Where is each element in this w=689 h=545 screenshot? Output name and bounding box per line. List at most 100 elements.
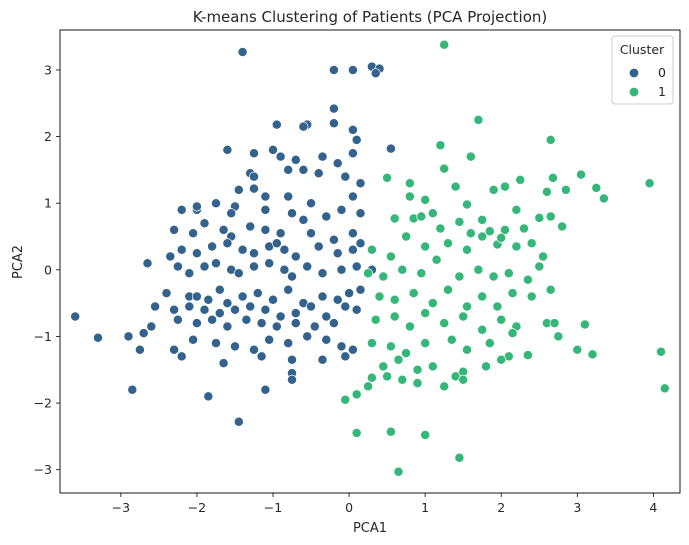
- point-cluster-0-48: [199, 218, 210, 229]
- point-cluster-0-14: [347, 148, 358, 159]
- point-cluster-0-26: [313, 168, 324, 179]
- point-cluster-1-78: [496, 314, 507, 325]
- point-cluster-0-93: [214, 284, 225, 295]
- point-cluster-0-104: [150, 301, 161, 312]
- point-cluster-1-15: [576, 169, 587, 180]
- point-cluster-1-23: [477, 214, 488, 225]
- point-cluster-1-32: [465, 228, 476, 239]
- point-cluster-1-113: [351, 428, 362, 438]
- point-cluster-1-76: [458, 311, 469, 322]
- point-cluster-0-15: [222, 144, 233, 155]
- point-cluster-0-54: [298, 214, 309, 225]
- point-cluster-0-53: [275, 228, 286, 239]
- point-cluster-0-98: [283, 284, 294, 295]
- point-cluster-1-12: [541, 186, 552, 197]
- point-cluster-1-55: [473, 264, 484, 275]
- point-cluster-1-54: [454, 271, 465, 282]
- point-cluster-1-96: [378, 361, 389, 372]
- point-cluster-1-95: [587, 349, 598, 360]
- point-cluster-0-114: [306, 301, 316, 312]
- point-cluster-0-143: [336, 341, 347, 352]
- point-cluster-0-27: [340, 171, 351, 182]
- point-cluster-0-145: [176, 351, 187, 362]
- point-cluster-1-5: [382, 172, 393, 183]
- point-cluster-0-137: [230, 341, 240, 352]
- point-cluster-0-68: [290, 251, 301, 262]
- point-cluster-0-11: [347, 124, 358, 135]
- point-cluster-1-10: [500, 181, 510, 192]
- point-cluster-0-38: [191, 201, 202, 212]
- y-tick-label-4: 1: [44, 196, 52, 211]
- point-cluster-0-100: [317, 291, 328, 302]
- point-cluster-1-46: [511, 241, 522, 252]
- point-cluster-1-56: [488, 271, 499, 282]
- point-cluster-1-89: [462, 344, 472, 355]
- x-tick-label-2: −1: [264, 500, 282, 515]
- x-tick-label-4: 1: [421, 500, 429, 515]
- point-cluster-0-119: [93, 332, 103, 343]
- point-cluster-0-79: [233, 268, 244, 279]
- point-cluster-1-111: [351, 389, 362, 400]
- point-cluster-1-34: [500, 224, 510, 235]
- point-cluster-1-112: [363, 381, 374, 392]
- point-cluster-0-148: [287, 354, 297, 365]
- point-cluster-0-83: [287, 271, 297, 282]
- point-cluster-1-110: [340, 394, 351, 405]
- point-cluster-1-30: [435, 223, 446, 234]
- point-cluster-1-82: [579, 319, 590, 330]
- point-cluster-0-49: [218, 224, 229, 235]
- point-cluster-0-141: [302, 331, 313, 342]
- point-cluster-1-42: [462, 244, 472, 255]
- point-cluster-0-132: [328, 318, 339, 329]
- point-cluster-1-3: [435, 140, 446, 151]
- point-cluster-0-2: [328, 65, 339, 75]
- point-cluster-1-71: [370, 314, 381, 325]
- x-axis-label: PCA1: [353, 521, 387, 536]
- point-cluster-0-60: [191, 248, 202, 259]
- point-cluster-0-64: [249, 248, 259, 259]
- legend-marker-1: [628, 86, 640, 98]
- point-cluster-1-73: [404, 321, 415, 332]
- y-axis-label: PCA2: [11, 245, 26, 279]
- point-cluster-1-13: [548, 172, 558, 183]
- point-cluster-0-72: [355, 238, 366, 249]
- point-cluster-1-18: [598, 193, 609, 204]
- plot-area: [60, 30, 680, 493]
- chart-title: K-means Clustering of Patients (PCA Proj…: [193, 8, 547, 26]
- point-cluster-1-84: [366, 338, 377, 349]
- point-cluster-0-57: [347, 228, 358, 239]
- point-cluster-1-39: [401, 231, 412, 242]
- point-cluster-1-64: [443, 284, 453, 295]
- point-cluster-0-10: [328, 118, 339, 129]
- point-cluster-0-66: [271, 238, 282, 249]
- y-tick-label-5: 2: [44, 129, 52, 144]
- point-cluster-0-74: [172, 261, 183, 272]
- point-cluster-0-108: [214, 308, 225, 319]
- point-cluster-0-56: [328, 234, 339, 245]
- legend-marker-0: [628, 67, 640, 79]
- point-cluster-0-13: [385, 143, 396, 154]
- point-cluster-1-77: [477, 324, 488, 335]
- point-cluster-0-29: [347, 191, 358, 202]
- point-cluster-1-98: [412, 364, 423, 375]
- point-cluster-0-128: [256, 318, 267, 329]
- point-cluster-0-41: [260, 204, 271, 215]
- point-cluster-1-74: [420, 308, 431, 319]
- point-cluster-0-42: [287, 208, 297, 219]
- point-cluster-1-16: [591, 182, 602, 193]
- point-cluster-0-16: [249, 148, 259, 159]
- point-cluster-0-151: [127, 384, 138, 395]
- point-cluster-0-131: [309, 321, 320, 332]
- point-cluster-0-102: [344, 288, 355, 299]
- point-cluster-1-117: [393, 466, 404, 477]
- point-cluster-0-67: [279, 244, 290, 255]
- point-cluster-0-85: [317, 268, 328, 279]
- point-cluster-1-19: [404, 191, 415, 202]
- point-cluster-0-155: [287, 374, 297, 385]
- point-cluster-1-41: [443, 238, 453, 249]
- point-cluster-1-87: [420, 338, 431, 349]
- plot-frame: [59, 29, 681, 494]
- point-cluster-1-63: [427, 298, 438, 309]
- point-cluster-0-125: [207, 314, 218, 325]
- point-cluster-0-0: [237, 47, 248, 57]
